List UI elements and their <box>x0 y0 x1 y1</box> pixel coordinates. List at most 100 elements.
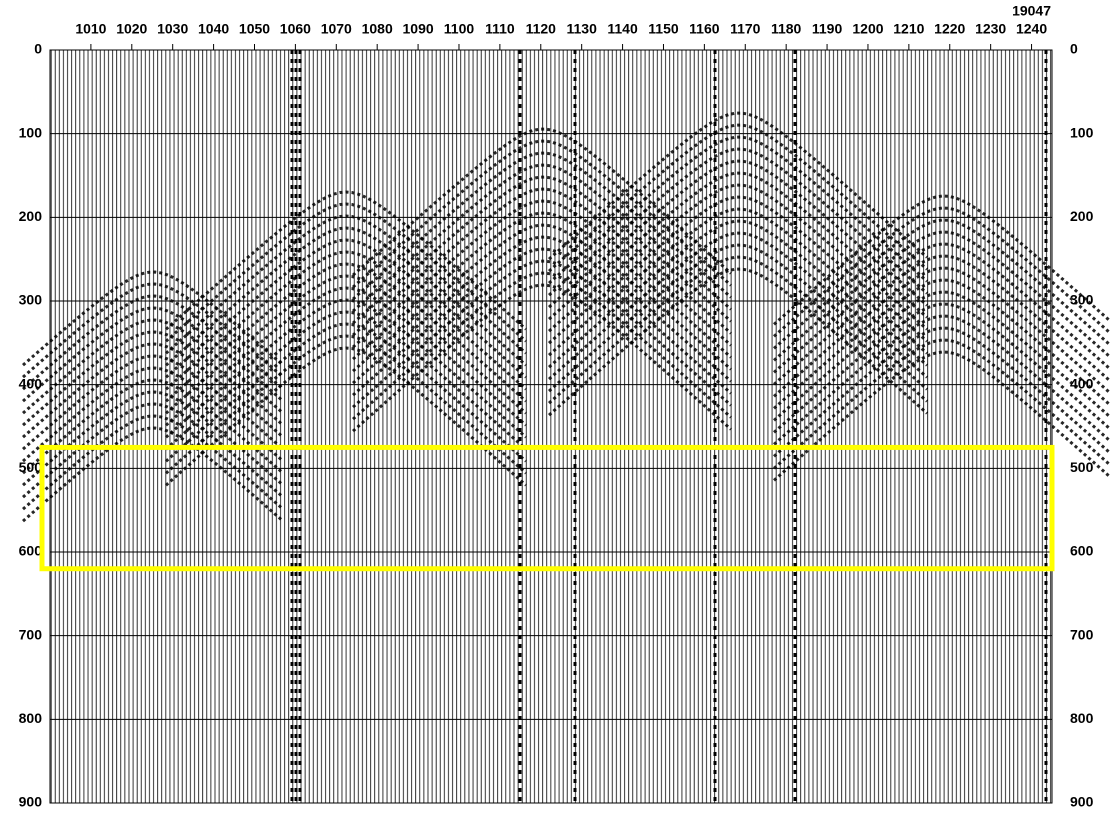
reflection <box>548 243 928 393</box>
x-tick-label: 1110 <box>485 21 515 37</box>
y-tick-label-right: 700 <box>1070 626 1094 642</box>
x-tick-label: 1190 <box>812 21 843 37</box>
reflection <box>165 310 527 451</box>
reflection <box>352 187 732 337</box>
reflection <box>548 111 928 261</box>
reflection <box>352 235 732 385</box>
highlight-box <box>39 444 1055 572</box>
reflection <box>22 342 282 439</box>
y-tick-label-right: 0 <box>1070 41 1078 57</box>
x-tick-label: 1160 <box>689 21 720 37</box>
reflection <box>773 290 1110 422</box>
reflection <box>22 354 282 451</box>
x-tick-label: 1120 <box>526 21 557 37</box>
reflection <box>165 202 527 343</box>
y-tick-label: 900 <box>19 794 43 810</box>
reflection <box>773 278 1110 410</box>
reflection <box>22 378 282 475</box>
x-tick-label: 1230 <box>975 21 1006 37</box>
grid <box>49 49 1053 804</box>
reflection <box>22 270 282 367</box>
reflection <box>773 194 1110 326</box>
reflection <box>352 151 732 301</box>
x-tick-label: 1100 <box>444 21 475 37</box>
x-tick-label: 1130 <box>566 21 597 37</box>
y-tick-label: 500 <box>19 459 43 475</box>
reflection <box>165 190 527 331</box>
reflection <box>773 254 1110 386</box>
reflection <box>548 159 928 309</box>
y-tick-label-right: 500 <box>1070 459 1094 475</box>
x-tick-label: 1220 <box>934 21 965 37</box>
reflection <box>22 330 282 427</box>
reflection <box>22 306 282 403</box>
reflection <box>22 366 282 463</box>
reflection <box>773 314 1110 446</box>
reflection <box>352 163 732 313</box>
y-tick-label-right: 900 <box>1070 794 1094 810</box>
reflection <box>352 223 732 373</box>
reflection <box>773 302 1110 434</box>
reflection <box>548 255 928 405</box>
x-tick-label: 1090 <box>403 21 434 37</box>
y-tick-label: 100 <box>19 124 43 140</box>
reflection <box>165 322 527 463</box>
reflection <box>773 326 1110 458</box>
reflection <box>22 414 282 511</box>
x-tick-label: 1010 <box>75 21 106 37</box>
reflection <box>352 199 732 349</box>
x-tick-label: 1020 <box>116 21 147 37</box>
reflection <box>165 262 527 403</box>
reflection <box>352 259 732 409</box>
reflection <box>548 231 928 381</box>
x-tick-label: 1150 <box>648 21 679 37</box>
x-tick-label: 1140 <box>607 21 638 37</box>
reflection <box>165 214 527 355</box>
x-tick-label: 1060 <box>280 21 311 37</box>
y-tick-label: 600 <box>19 543 43 559</box>
y-tick-label: 200 <box>19 208 43 224</box>
reflection <box>352 175 732 325</box>
reflection <box>352 139 732 289</box>
x-tick-label: 1180 <box>771 21 802 37</box>
reflection <box>352 271 732 421</box>
y-tick-label-right: 100 <box>1070 124 1094 140</box>
reflection <box>165 286 527 427</box>
y-tick-label: 700 <box>19 626 43 642</box>
reflection <box>548 123 928 273</box>
x-tick-label: 1210 <box>893 21 924 37</box>
reflection <box>773 206 1110 338</box>
reflection <box>165 346 527 487</box>
reflection <box>773 230 1110 362</box>
reflection <box>165 238 527 379</box>
y-tick-label: 300 <box>19 292 43 308</box>
y-tick-label-right: 200 <box>1070 208 1094 224</box>
y-tick-label-right: 300 <box>1070 292 1094 308</box>
x-tick-label: 1200 <box>852 21 883 37</box>
trace-background <box>50 50 1052 803</box>
reflection <box>548 183 928 333</box>
x-tick-label: 1040 <box>198 21 229 37</box>
reflection <box>548 267 928 417</box>
y-tick-label: 800 <box>19 710 43 726</box>
reflection-events <box>22 50 1110 803</box>
reflection <box>773 350 1110 482</box>
annotation: 19047 <box>1012 3 1051 19</box>
x-tick-label: 1050 <box>239 21 270 37</box>
reflection <box>352 283 732 433</box>
reflection <box>548 171 928 321</box>
reflection <box>548 207 928 357</box>
reflection <box>548 195 928 345</box>
reflection <box>352 247 732 397</box>
reflection <box>773 266 1110 398</box>
reflection <box>165 334 527 475</box>
y-tick-label: 0 <box>34 41 42 57</box>
x-tick-label: 1240 <box>1016 21 1047 37</box>
reflection <box>548 219 928 369</box>
reflection <box>165 250 527 391</box>
reflection <box>165 226 527 367</box>
reflection <box>22 282 282 379</box>
x-tick-label: 1070 <box>321 21 352 37</box>
reflection <box>165 274 527 415</box>
